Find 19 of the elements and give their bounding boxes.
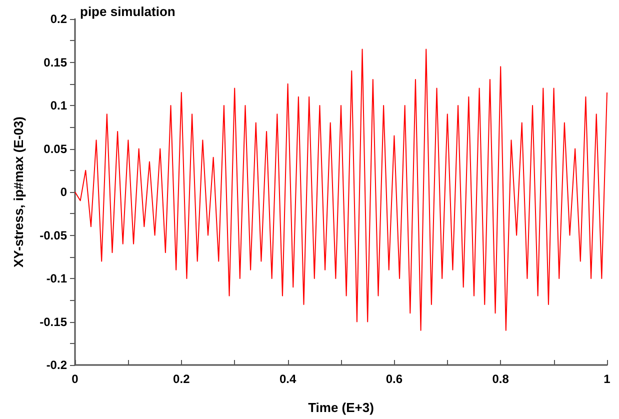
line-series	[74, 48, 608, 331]
y-tick-label: -0.15	[40, 314, 68, 329]
x-tick-label: 0	[72, 372, 79, 386]
x-tick-label: 0.8	[492, 372, 510, 386]
x-tick-label: 0.6	[386, 372, 403, 386]
x-tick-label: 0.4	[279, 372, 296, 386]
y-tick-label: 0.05	[44, 142, 68, 156]
y-tick-label: 0.15	[44, 55, 68, 70]
y-tick-label: 0.2	[50, 12, 68, 26]
y-tick-label: -0.05	[40, 228, 68, 242]
chart-title: pipe simulation	[80, 4, 176, 19]
y-tick-label: -0.2	[46, 358, 68, 372]
y-tick-label: -0.1	[46, 272, 68, 286]
y-tick-label: 0.1	[50, 98, 68, 112]
x-tick-label: 1	[604, 372, 611, 386]
x-tick-label: 0.2	[173, 372, 190, 386]
y-axis-title: XY-stress, ip#max (E-03)	[11, 116, 26, 268]
x-axis-title: Time (E+3)	[308, 400, 374, 415]
y-tick-label: 0	[60, 185, 68, 199]
